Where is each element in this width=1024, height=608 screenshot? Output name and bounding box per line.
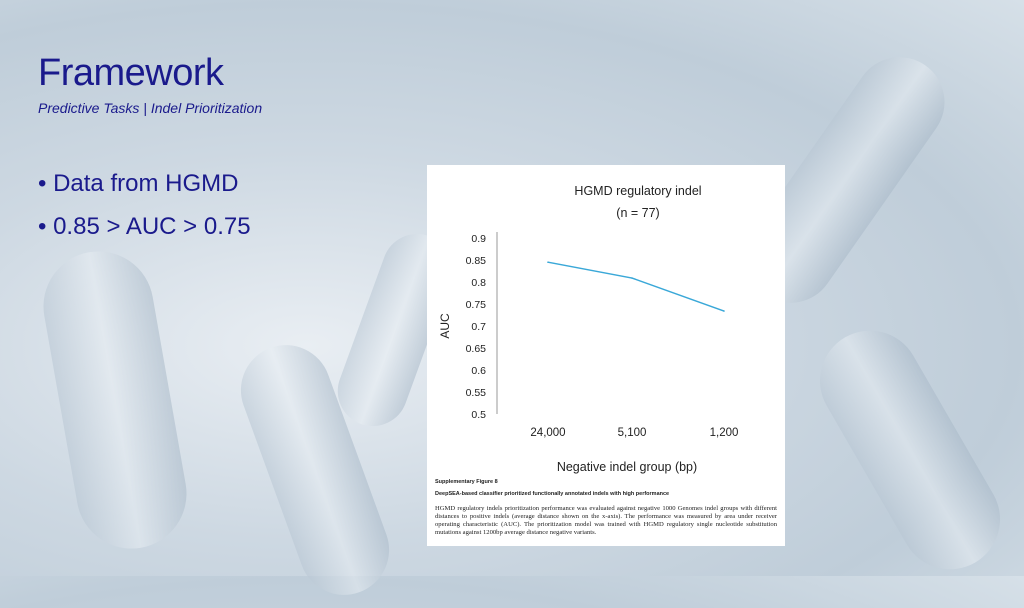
background-bacteria — [34, 242, 196, 558]
x-axis-label: Negative indel group (bp) — [557, 460, 697, 474]
y-tick-label: 0.65 — [466, 343, 487, 355]
slide-subtitle: Predictive Tasks | Indel Prioritization — [38, 100, 263, 116]
data-point — [723, 310, 725, 312]
y-tick-label: 0.55 — [466, 387, 487, 399]
background-bacteria — [801, 312, 1019, 588]
bullet-item: 0.85 > AUC > 0.75 — [38, 213, 250, 256]
slide-title: Framework — [38, 52, 224, 94]
y-tick-label: 0.9 — [471, 233, 486, 245]
y-tick-label: 0.7 — [471, 321, 486, 333]
y-tick-label: 0.75 — [466, 299, 487, 311]
bullet-list: Data from HGMD 0.85 > AUC > 0.75 — [38, 170, 251, 256]
auc-series-line — [547, 261, 725, 312]
x-tick-label: 1,200 — [710, 427, 739, 439]
chart-title: HGMD regulatory indel — [574, 184, 701, 198]
auc-line-chart: HGMD regulatory indel (n = 77) 0.9 0.85 0.8 0… — [438, 184, 739, 474]
y-tick-label: 0.8 — [471, 277, 486, 289]
figure-image: HGMD regulatory indel (n = 77) 0.9 0.85 0.8 0… — [427, 165, 785, 546]
bullet-item: Data from HGMD — [38, 170, 251, 213]
x-tick-label: 5,100 — [618, 427, 647, 439]
y-tick-label: 0.5 — [471, 409, 486, 421]
chart-subtitle: (n = 77) — [616, 206, 659, 220]
y-tick-label: 0.6 — [471, 365, 486, 377]
y-tick-label: 0.85 — [466, 255, 487, 267]
caption-label: Supplementary Figure 8 — [435, 479, 498, 485]
data-point — [547, 261, 549, 263]
x-tick-label: 24,000 — [530, 427, 565, 439]
caption-heading: DeepSEA-based classifier prioritized fun… — [435, 491, 670, 497]
y-axis-label: AUC — [438, 313, 452, 339]
data-point — [631, 277, 633, 279]
caption-body: HGMD regulatory indels prioritization pe… — [435, 505, 777, 536]
